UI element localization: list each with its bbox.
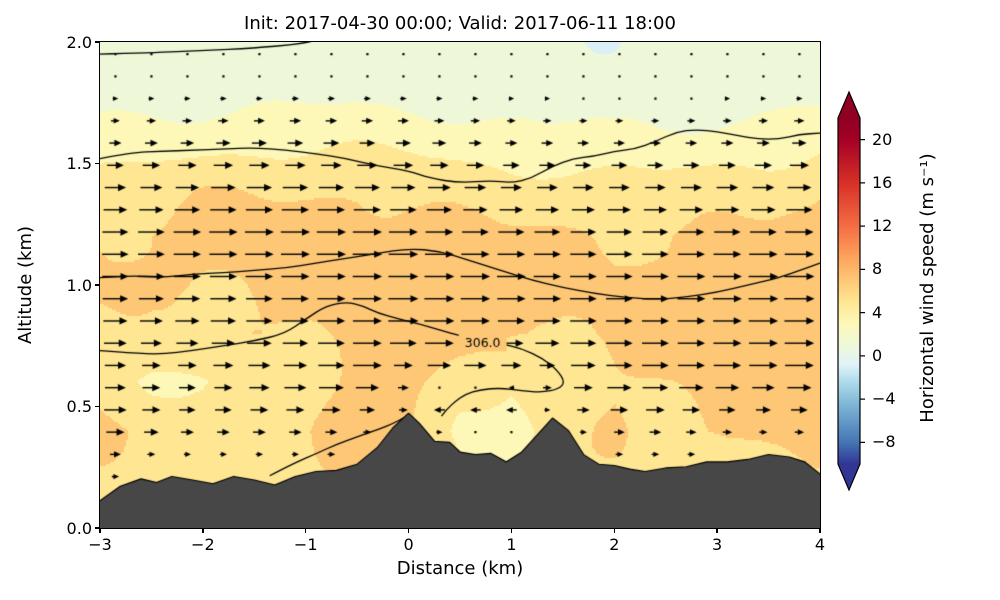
y-tick-mark [95, 284, 100, 286]
colorbar [837, 90, 865, 492]
x-tick-mark [613, 528, 616, 533]
x-tick-label: 0 [403, 535, 414, 554]
x-tick-mark [716, 528, 718, 533]
colorbar-tick-label: −4 [872, 389, 896, 409]
x-tick-mark [202, 528, 204, 533]
cross-section-canvas [100, 42, 820, 528]
x-tick-label: −1 [293, 535, 318, 554]
colorbar-label: Horizontal wind speed (m s⁻¹) [917, 153, 938, 423]
y-tick-label: 1.5 [66, 154, 92, 173]
y-tick-mark [95, 41, 100, 43]
plot-title: Init: 2017-04-30 00:00; Valid: 2017-06-1… [244, 13, 676, 34]
colorbar-gradient-bar [837, 90, 861, 492]
x-axis-label: Distance (km) [396, 558, 524, 579]
colorbar-tick-label: 4 [872, 302, 883, 322]
x-tick-label: 1 [506, 535, 517, 554]
y-tick-mark [95, 405, 100, 408]
y-tick-label: 0.0 [66, 518, 92, 538]
x-tick-label: 2 [609, 535, 620, 554]
x-tick-mark [304, 528, 307, 533]
colorbar-tick-label: 8 [872, 259, 883, 279]
x-tick-mark [99, 528, 101, 533]
x-tick-label: 3 [712, 535, 723, 554]
colorbar-tick-label: −8 [872, 432, 896, 452]
y-tick-mark [95, 527, 100, 529]
y-axis-label: Altitude (km) [15, 225, 36, 345]
x-tick-mark [407, 528, 410, 533]
x-tick-mark [819, 528, 821, 533]
y-tick-label: 2.0 [66, 32, 92, 52]
y-tick-mark [95, 162, 100, 165]
x-tick-label: −3 [88, 535, 112, 554]
colorbar-tick-label: 16 [872, 172, 893, 192]
x-tick-label: −2 [191, 535, 215, 554]
x-tick-label: 4 [814, 535, 826, 554]
colorbar-tick-label: 12 [872, 216, 893, 236]
y-tick-label: 0.5 [66, 397, 92, 416]
y-tick-label: 1.0 [66, 275, 92, 295]
x-tick-mark [510, 528, 513, 533]
colorbar-tick-label: 20 [872, 129, 893, 149]
colorbar-tick-label: 0 [872, 345, 883, 365]
